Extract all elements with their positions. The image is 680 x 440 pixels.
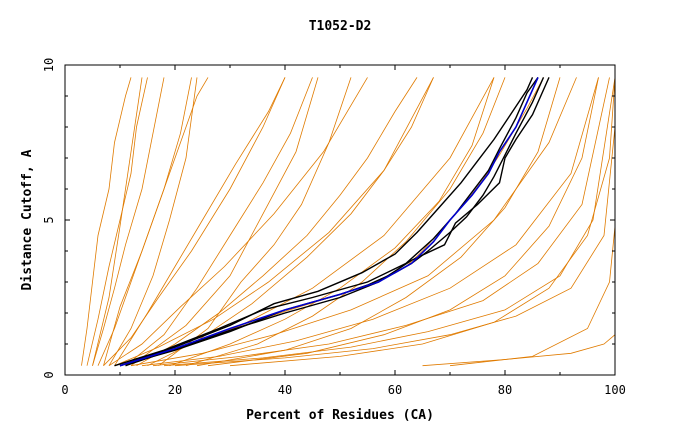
model-line-9 (103, 77, 286, 366)
model-line-23 (196, 77, 561, 367)
model-line-25 (103, 77, 192, 366)
x-axis-label: Percent of Residues (CA) (246, 408, 434, 423)
highlight-line (119, 77, 539, 367)
model-line-21 (158, 77, 352, 367)
model-line-29 (130, 77, 319, 367)
y-tick-label: 10 (42, 58, 56, 72)
model-line-16 (163, 77, 616, 367)
x-tick-label: 0 (61, 383, 68, 397)
model-line-33 (449, 226, 616, 367)
model-line-5 (81, 77, 132, 366)
x-tick-label: 80 (498, 383, 512, 397)
x-tick-label: 20 (168, 383, 182, 397)
y-tick-label: 5 (42, 216, 56, 223)
model-line-24 (114, 77, 286, 366)
model-line-26 (169, 77, 495, 367)
reference-line-0 (119, 77, 545, 367)
y-tick-label: 0 (42, 371, 56, 378)
model-line-1 (114, 77, 539, 367)
model-line-20 (125, 77, 313, 367)
model-line-18 (136, 77, 418, 367)
model-line-14 (141, 77, 599, 367)
x-tick-label: 40 (278, 383, 292, 397)
reference-line-3 (125, 77, 550, 367)
x-tick-label: 60 (388, 383, 402, 397)
x-tick-label: 100 (604, 383, 626, 397)
model-line-19 (147, 77, 434, 367)
model-line-12 (119, 77, 495, 367)
reference-line-1 (114, 76, 539, 367)
model-line-7 (92, 77, 165, 366)
model-line-27 (207, 77, 599, 367)
model-line-22 (185, 77, 506, 367)
model-line-28 (229, 77, 616, 367)
reference-line-2 (119, 77, 534, 367)
model-line-13 (130, 77, 577, 367)
model-line-17 (174, 126, 616, 367)
plot-area (81, 76, 616, 367)
model-line-31 (92, 77, 143, 366)
model-line-30 (108, 77, 198, 366)
axis-ticks: 0 20 40 60 80 100 0 5 10 (42, 58, 626, 397)
model-line-11 (114, 77, 434, 367)
model-line-15 (152, 77, 610, 367)
model-line-10 (108, 77, 368, 367)
model-line-6 (86, 77, 148, 366)
y-axis-label: Distance Cutoff, A (20, 149, 35, 290)
chart-title: T1052-D2 (309, 19, 372, 34)
model-line-32 (422, 334, 616, 367)
